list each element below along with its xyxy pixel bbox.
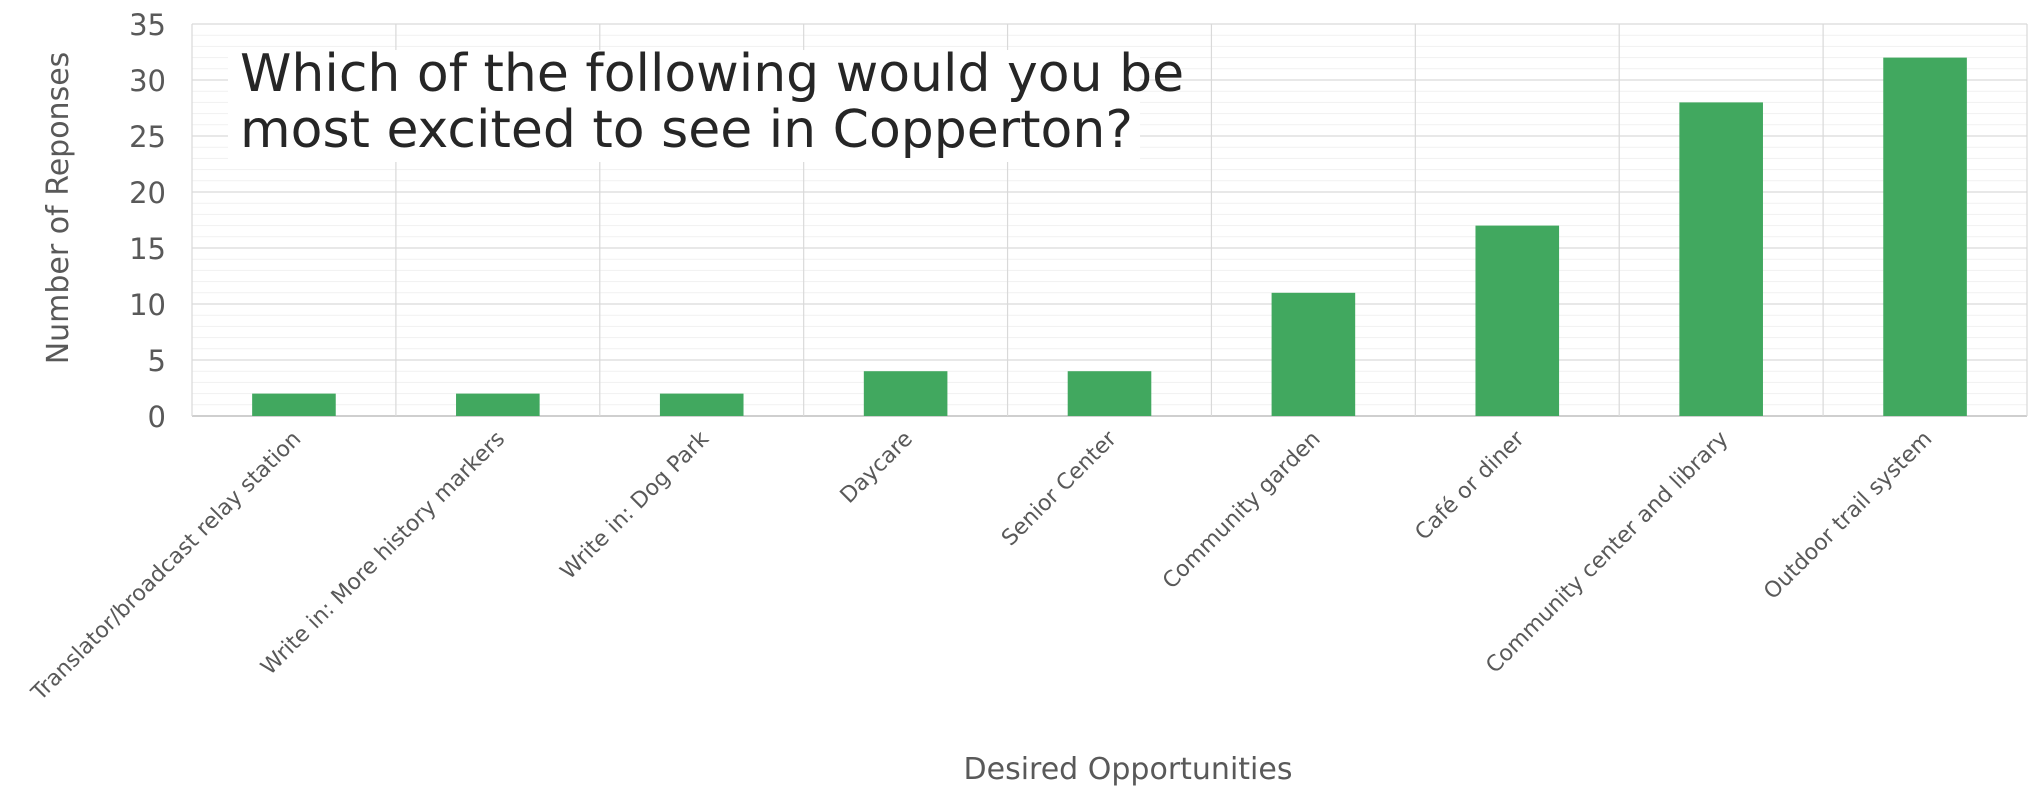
x-category-label: Write in: More history markers	[256, 427, 510, 681]
bar	[1067, 371, 1152, 416]
title-background	[228, 50, 1140, 162]
bar	[456, 393, 540, 416]
y-axis-ticks: 0 5 10 15 20 25 30 35	[129, 8, 166, 434]
bar	[1679, 102, 1763, 417]
x-category-label: Community garden	[1158, 427, 1325, 594]
y-tick-label: 0	[148, 400, 166, 434]
x-category-label: Write in: Dog Park	[556, 426, 714, 584]
x-category-label: Daycare	[836, 427, 918, 509]
chart-title-line-2: most excited to see in Copperton?	[240, 100, 1133, 160]
x-axis-title: Desired Opportunities	[964, 752, 1293, 787]
y-tick-label: 20	[129, 176, 166, 210]
y-tick-label: 25	[129, 120, 166, 154]
x-category-label: Outdoor trail system	[1759, 427, 1937, 605]
bar	[1883, 57, 1967, 416]
x-axis-categories: Translator/broadcast relay stationWrite …	[26, 426, 1937, 707]
y-tick-label: 35	[129, 8, 166, 42]
y-tick-label: 5	[148, 344, 166, 378]
y-tick-label: 10	[129, 288, 166, 322]
x-category-label: Community center and library	[1481, 427, 1733, 679]
y-tick-label: 30	[129, 64, 166, 98]
bar	[1271, 292, 1356, 416]
chart-title-line-1: Which of the following would you be	[240, 44, 1184, 104]
x-category-label: Senior Center	[997, 426, 1122, 551]
bar	[863, 371, 948, 416]
bar	[659, 393, 744, 416]
bar	[252, 393, 336, 416]
bar	[1475, 225, 1560, 416]
x-category-label: Café or diner	[1411, 426, 1531, 546]
y-axis-title: Number of Reponses	[41, 52, 76, 365]
bars	[252, 57, 1967, 417]
y-tick-label: 15	[129, 232, 166, 266]
